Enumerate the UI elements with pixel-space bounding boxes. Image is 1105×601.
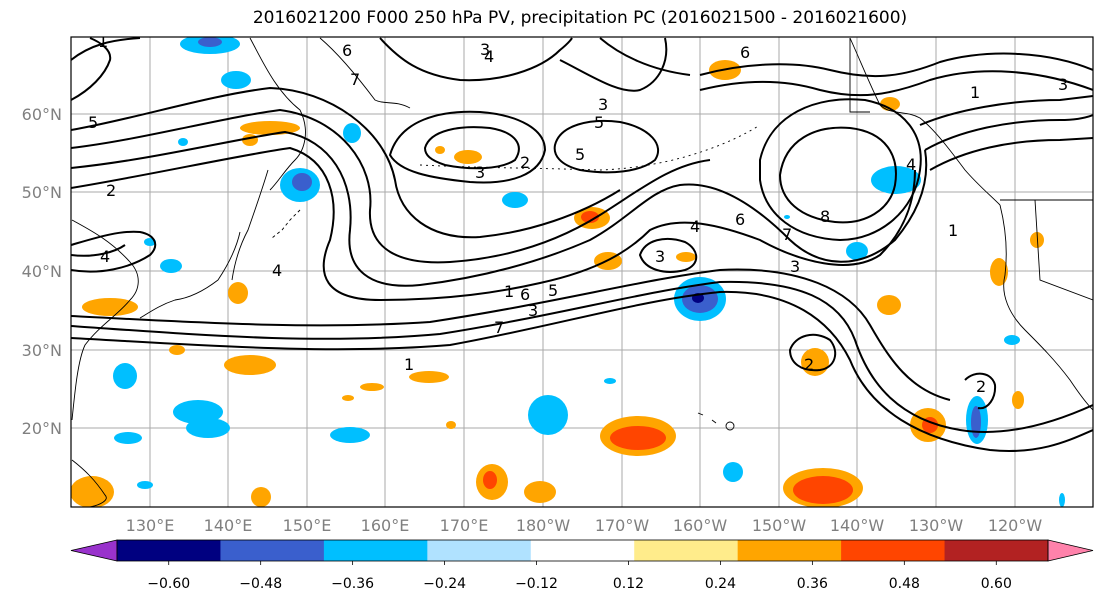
lon-label: 120°W (988, 516, 1043, 535)
colorbar-tick-label: −0.24 (423, 576, 466, 592)
contour-label: 6 (520, 285, 530, 304)
lon-label: 130°W (909, 516, 964, 535)
colorbar: −0.60 −0.48 −0.36 −0.24 −0.12 0.12 0.24 0.36 0.4… (70, 539, 1094, 592)
colorbar-tick-label: −0.60 (147, 576, 190, 592)
contour-label: 5 (594, 113, 604, 132)
contour-label: 4 (906, 155, 916, 174)
contour-label: 2 (976, 377, 986, 396)
colorbar-swatch (737, 540, 842, 561)
lon-label: 140°E (204, 516, 253, 535)
contour-label: 3 (598, 95, 608, 114)
lat-label-20n: 20°N (22, 419, 62, 438)
contour-label: 1 (404, 355, 414, 374)
contour-label: 6 (735, 210, 745, 229)
contour-label: 4 (100, 247, 110, 266)
lat-label-30n: 30°N (22, 341, 62, 360)
contour-label: 8 (820, 207, 830, 226)
colorbar-swatch (427, 540, 532, 561)
lon-label: 170°E (440, 516, 489, 535)
colorbar-extend-min (70, 539, 118, 562)
colorbar-swatch (323, 540, 428, 561)
contour-labels: 1 6 7 3 4 2 5 6 8 4 6 7 5 3 2 1 1 4 3 3 … (88, 32, 1068, 396)
colorbar-tick-label: −0.36 (331, 576, 374, 592)
coastlines (71, 37, 1093, 507)
colorbar-tick-label: 0.48 (889, 576, 920, 592)
contour-label: 7 (350, 70, 360, 89)
lon-label: 140°W (830, 516, 885, 535)
latitude-labels: 60°N 50°N 40°N 30°N 20°N (22, 105, 62, 438)
contour-label: 2 (804, 355, 814, 374)
graticule (71, 37, 1093, 507)
colorbar-swatch (944, 540, 1049, 561)
colorbar-tick-label: 0.60 (981, 576, 1012, 592)
contour-label: 5 (575, 145, 585, 164)
lon-label: 170°W (595, 516, 650, 535)
contour-label: 3 (528, 301, 538, 320)
map-frame (70, 36, 1094, 508)
lat-label-50n: 50°N (22, 183, 62, 202)
pv-contours (71, 37, 1093, 452)
lon-label: 160°W (673, 516, 728, 535)
contour-label: 1 (970, 83, 980, 102)
colorbar-tick-label: −0.12 (515, 576, 558, 592)
contour-label: 4 (690, 217, 700, 236)
longitude-labels: 130°E 140°E 150°E 160°E 170°E 180°W 170°… (126, 516, 1043, 535)
colorbar-swatch (634, 540, 739, 561)
contour-label: 3 (1058, 75, 1068, 94)
contour-label: 4 (484, 47, 494, 66)
lat-label-40n: 40°N (22, 262, 62, 281)
colorbar-tick-label: 0.36 (797, 576, 828, 592)
colorbar-tick-label: 0.24 (705, 576, 736, 592)
contour-label: 6 (740, 43, 750, 62)
contour-label: 4 (272, 261, 282, 280)
contour-label: 5 (88, 113, 98, 132)
colorbar-swatch (117, 540, 221, 561)
map-title: 2016021200 F000 250 hPa PV, precipitatio… (252, 8, 908, 28)
colorbar-tick-label: −0.48 (239, 576, 282, 592)
contour-label: 3 (655, 247, 665, 266)
colorbar-extend-max (1047, 539, 1094, 562)
contour-label: 6 (342, 41, 352, 60)
lon-label: 150°E (283, 516, 332, 535)
contour-label: 5 (548, 281, 558, 300)
contour-label: 7 (494, 318, 504, 337)
colorbar-swatch (530, 540, 635, 561)
contour-label: 7 (782, 225, 792, 244)
lat-label-60n: 60°N (22, 105, 62, 124)
lon-label: 150°W (752, 516, 807, 535)
lon-label: 180°W (516, 516, 571, 535)
contour-label: 1 (504, 282, 514, 301)
colorbar-frame (116, 539, 1049, 562)
colorbar-swatch (220, 540, 325, 561)
contour-label: 2 (106, 181, 116, 200)
lon-label: 160°E (361, 516, 410, 535)
colorbar-tick-label: 0.12 (613, 576, 644, 592)
colorbar-swatch (841, 540, 946, 561)
contour-label: 3 (480, 40, 490, 59)
contour-label: 1 (98, 32, 108, 51)
contour-label: 3 (790, 257, 800, 276)
contour-label: 1 (948, 221, 958, 240)
contour-label: 2 (520, 153, 530, 172)
contour-label: 3 (475, 163, 485, 182)
precip-positive-anomalies (71, 60, 1044, 507)
lon-label: 130°E (126, 516, 175, 535)
